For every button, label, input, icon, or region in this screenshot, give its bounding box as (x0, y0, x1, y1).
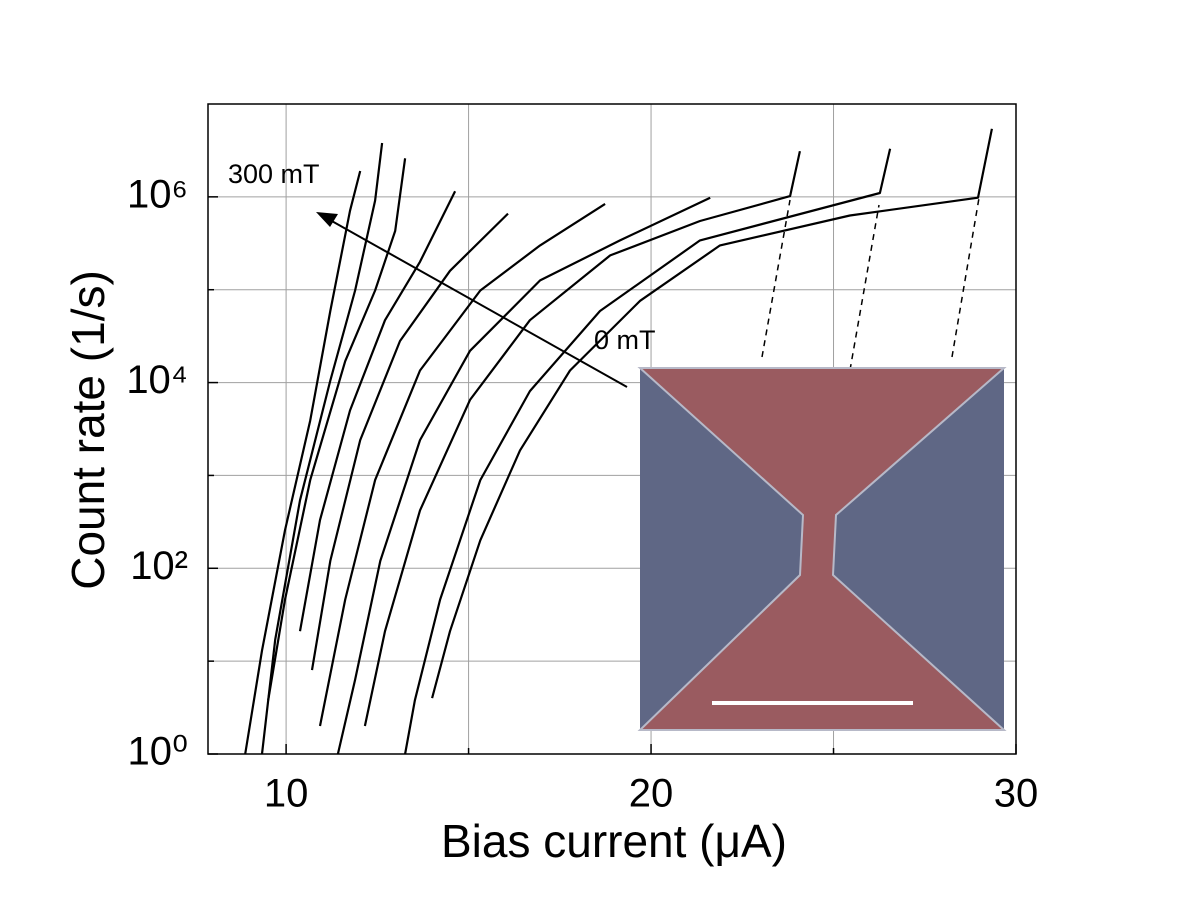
inset-bowtie (637, 367, 1007, 731)
x-axis-label: Bias current (μA) (441, 815, 787, 867)
series-line (298, 190, 457, 632)
y-tick-label: 10² (130, 544, 188, 588)
dashed-extrapolation (951, 197, 980, 358)
y-axis-label: Count rate (1/s) (62, 270, 114, 590)
series-line (318, 202, 606, 727)
x-tick-label: 30 (994, 772, 1039, 816)
arrow-head (316, 212, 338, 227)
y-tick-label: 10⁴ (126, 358, 188, 402)
annotation: 300 mT (228, 159, 320, 189)
arrow-shaft (329, 219, 628, 388)
x-tick-label: 10 (264, 772, 309, 816)
plot-frame (207, 103, 1017, 755)
y-tick-label: 10⁶ (127, 172, 188, 216)
annotation: 0 mT (594, 325, 656, 355)
series-line (244, 170, 362, 755)
dashed-extrapolation (849, 204, 880, 371)
inset-image (637, 367, 1007, 731)
series-line (336, 196, 711, 755)
lines (244, 128, 993, 755)
series-line (431, 128, 993, 699)
series-line (404, 148, 892, 755)
series-line (260, 142, 384, 755)
series-line (363, 150, 801, 727)
series-line (267, 158, 407, 701)
dashed-extrapolation (761, 199, 791, 358)
x-tick-label: 20 (629, 772, 674, 816)
series-line (310, 212, 509, 671)
y-tick-label: 10⁰ (127, 730, 188, 774)
